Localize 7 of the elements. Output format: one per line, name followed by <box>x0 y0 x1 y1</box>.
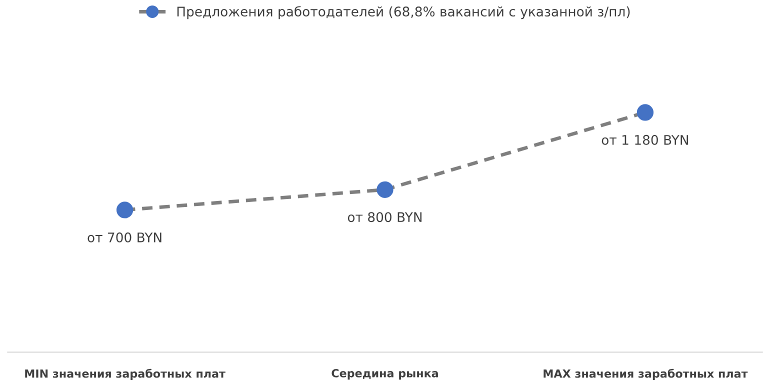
x-tick-label: Середина рынка <box>332 369 438 380</box>
data-label: от 800 BYN <box>348 212 422 222</box>
data-label: от 1 180 BYN <box>602 134 688 145</box>
x-tick-label: MIN значения заработных плат <box>25 368 226 380</box>
data-label: от 700 BYN <box>88 232 162 242</box>
x-tick-label: MAX значения заработных плат <box>544 368 748 380</box>
legend-label: Предложения работодателей (68,8% вакансий с указанной з/пл) <box>177 6 630 20</box>
